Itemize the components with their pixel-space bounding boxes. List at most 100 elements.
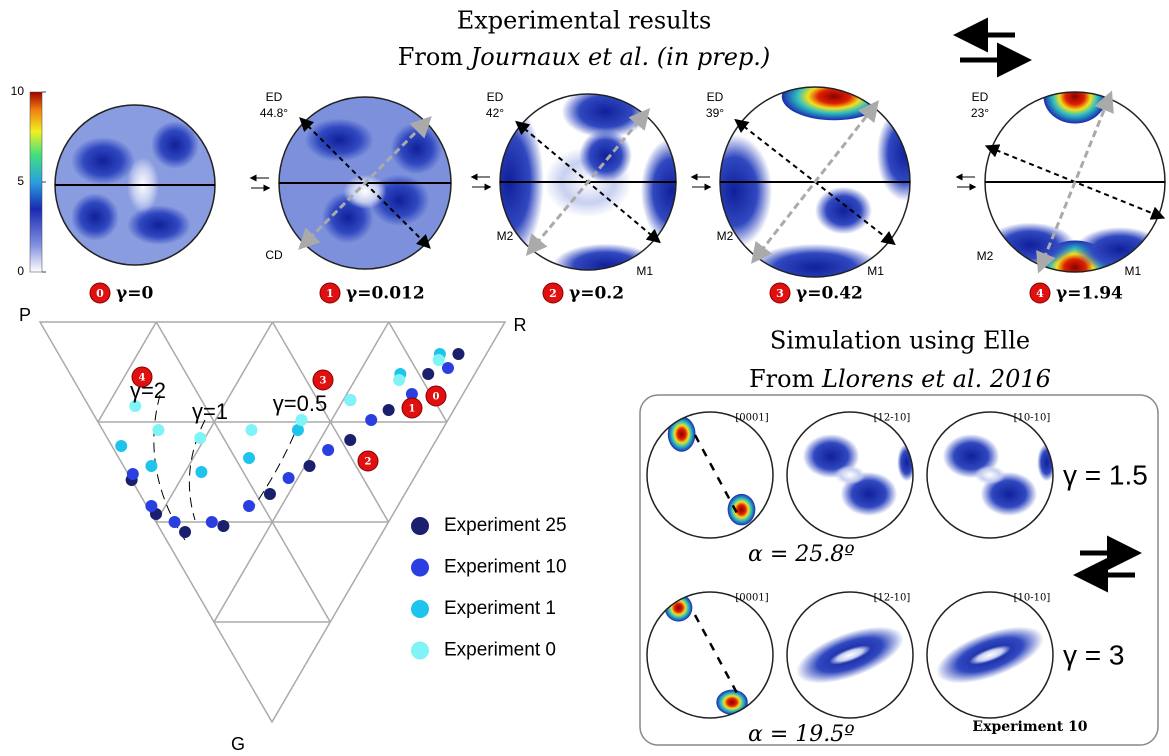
axis-label: [10-10]	[1014, 413, 1051, 424]
point	[205, 516, 218, 528]
point	[168, 516, 181, 528]
legend-label: Experiment 25	[444, 515, 567, 536]
axis-label: [0001]	[735, 413, 768, 424]
badge-label: 2	[549, 287, 557, 300]
marker-label: 2	[365, 457, 372, 468]
contour	[727, 493, 756, 526]
pole-outline	[646, 411, 774, 539]
contour	[815, 186, 872, 235]
axis-label: [0001]	[735, 593, 768, 604]
point	[243, 452, 256, 464]
contour	[151, 121, 199, 169]
vertex-label: P	[19, 305, 31, 325]
point	[365, 414, 378, 426]
badge	[319, 282, 341, 304]
ternary-grid	[155, 321, 274, 523]
legend-label: Experiment 10	[444, 557, 567, 578]
sim-source-ref: Llorens et al. 2016	[821, 365, 1051, 393]
contour	[969, 645, 1011, 665]
strain-annotation: γ=1	[192, 399, 228, 424]
exp-source-ref: Journaux et al. (in prep.)	[466, 43, 771, 71]
point	[145, 460, 158, 472]
m2-label: M2	[497, 229, 514, 243]
ed-label: ED	[972, 90, 989, 104]
point	[344, 394, 357, 406]
point	[194, 432, 207, 444]
contour	[974, 465, 1006, 485]
point	[126, 468, 139, 480]
badge	[1029, 282, 1051, 304]
point	[405, 388, 418, 400]
point	[303, 460, 316, 472]
vertex-label: R	[514, 315, 527, 335]
pole-outline	[786, 591, 914, 719]
strain-contour	[188, 419, 206, 521]
point	[432, 354, 445, 366]
point	[382, 404, 395, 416]
m2-label: M2	[977, 249, 994, 263]
ed-angle: 39°	[706, 106, 724, 120]
point	[195, 466, 208, 478]
point	[152, 424, 165, 436]
contour	[716, 689, 748, 715]
cd-direction	[1036, 90, 1114, 274]
point	[452, 348, 465, 360]
colorbar-label: 0	[17, 264, 24, 278]
contour	[71, 137, 135, 185]
legend-swatch	[411, 558, 429, 577]
axis-label: [12-10]	[874, 413, 911, 424]
legend-swatch	[411, 600, 429, 618]
badge-label: 4	[1036, 287, 1044, 300]
layer: Experimental results From Journaux et al…	[29, 7, 1159, 746]
legend-swatch	[411, 517, 429, 535]
contour	[829, 645, 871, 665]
contour	[1075, 227, 1165, 272]
point	[291, 424, 304, 436]
point	[145, 500, 158, 512]
badge	[89, 282, 111, 304]
contour	[667, 416, 696, 452]
badge-label: 0	[96, 287, 104, 300]
row-alpha: α = 25.8º	[748, 542, 855, 567]
exp-source: From Journaux et al. (in prep.)	[398, 43, 771, 71]
m1-label: M1	[636, 264, 653, 278]
strain-annotation: γ=0.5	[273, 391, 327, 416]
colorbar-label: 5	[17, 174, 24, 188]
pole-outline	[926, 591, 1054, 719]
m1-label: M1	[1125, 264, 1142, 278]
contour	[304, 118, 374, 162]
sim-title: Simulation using Elle	[770, 327, 1030, 355]
sim-footer: Experiment 10	[972, 719, 1087, 735]
point	[295, 414, 308, 426]
pole-figure	[927, 592, 1053, 718]
badge	[769, 282, 791, 304]
m2-label: M2	[717, 229, 734, 243]
pole-outline	[646, 591, 774, 719]
strain-label: γ=0	[116, 284, 153, 304]
contour	[1043, 92, 1107, 124]
strain-label: γ=1.94	[1056, 284, 1123, 304]
strain-label: γ=0.2	[569, 284, 624, 304]
marker-badge	[357, 450, 379, 472]
point	[282, 472, 295, 484]
ternary-grid	[213, 321, 390, 623]
marker-badge	[401, 397, 423, 419]
exp-title: Experimental results	[457, 7, 712, 35]
cd-direction	[298, 116, 432, 250]
row-strain: γ = 1.5	[1063, 459, 1148, 490]
point	[115, 440, 128, 452]
row-strain: γ = 3	[1063, 639, 1124, 670]
ed-label: ED	[266, 90, 283, 104]
axis-label: [12-10]	[874, 593, 911, 604]
marker-label: 1	[409, 404, 416, 415]
point	[243, 500, 256, 512]
point	[422, 368, 435, 380]
point	[129, 400, 142, 412]
colorbar	[29, 91, 43, 273]
marker-label: 3	[320, 376, 327, 387]
pole-figure	[500, 94, 676, 270]
point	[322, 444, 335, 456]
vertex-label: G	[231, 734, 245, 754]
row-alpha: α = 19.5º	[748, 722, 855, 747]
